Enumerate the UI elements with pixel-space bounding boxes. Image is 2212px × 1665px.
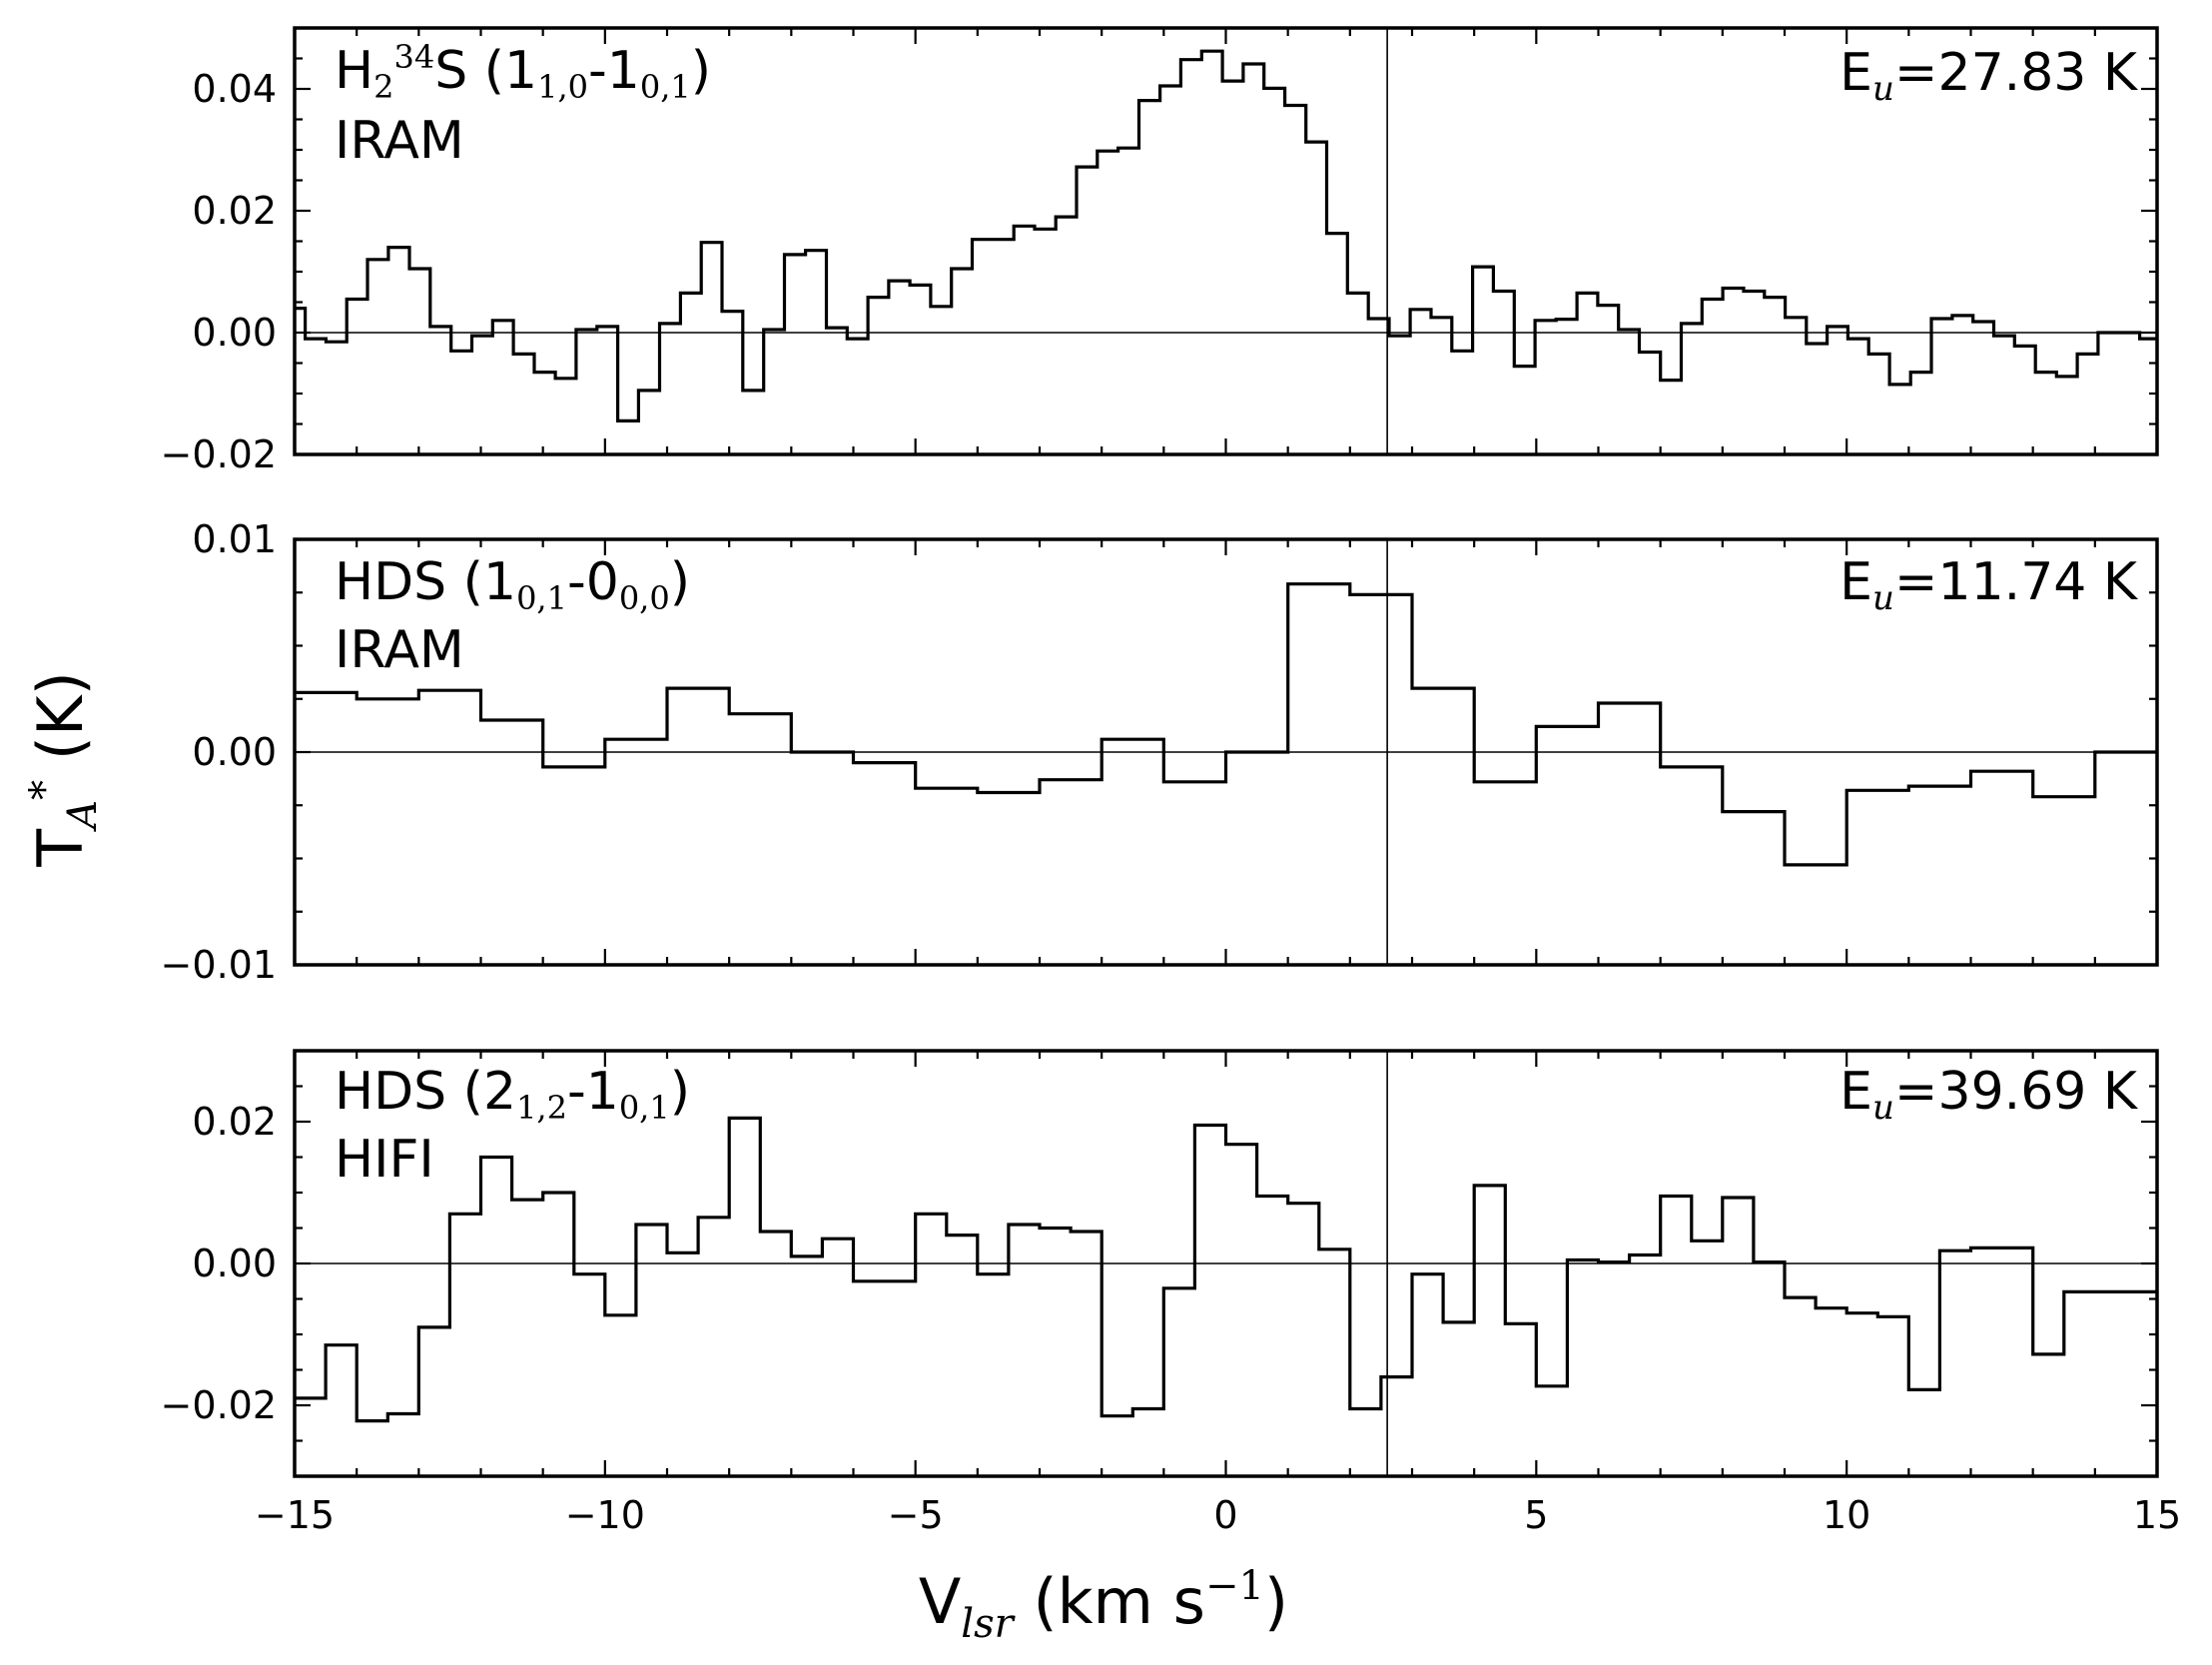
x-tick-label: 10 <box>1823 1493 1870 1537</box>
panel-3-telescope: HIFI <box>335 1130 434 1190</box>
x-tick-label: −15 <box>255 1493 335 1537</box>
x-tick-label: 0 <box>1213 1493 1237 1537</box>
panel-1-line-label: H234S (11,0-10,1) <box>335 38 711 106</box>
y-tick-label: −0.02 <box>161 1383 277 1427</box>
panel-3-marks: −0.02 0.00 0.02 −15 −10 −5 0 5 10 15 <box>161 1049 2181 1537</box>
y-tick-label: 0.00 <box>192 1242 277 1285</box>
panel-3-upper-energy: Eu=39.69 K <box>1840 1062 2139 1128</box>
spectrum-line <box>295 1116 2157 1423</box>
y-tick-label: 0.00 <box>192 730 277 774</box>
y-axis-title: TA* (K) <box>22 671 106 868</box>
y-tick-label: 0.04 <box>192 67 277 111</box>
y-tick-label: 0.01 <box>192 517 277 561</box>
panel-2-upper-energy: Eu=11.74 K <box>1840 552 2139 618</box>
x-tick-label: 5 <box>1524 1493 1548 1537</box>
panel-3-line-label: HDS (21,2-10,1) <box>335 1062 690 1127</box>
panel-h2-34s: −0.02 0.00 0.02 0.04 H234S (11,0-10,1) IRAM… <box>161 26 2159 476</box>
y-tick-label: −0.01 <box>161 943 277 987</box>
y-tick-label: 0.02 <box>192 189 277 233</box>
panel-2-telescope: IRAM <box>335 620 464 680</box>
panel-1-telescope: IRAM <box>335 111 464 171</box>
y-tick-label: −0.02 <box>161 432 277 476</box>
panel-hds-212-101: −0.02 0.00 0.02 −15 −10 −5 0 5 10 15 HDS (21,2-10… <box>161 1049 2181 1537</box>
y-tick-label: 0.00 <box>192 311 277 355</box>
x-tick-label: 15 <box>2133 1493 2181 1537</box>
y-tick-label: 0.02 <box>192 1100 277 1144</box>
spectrum-line <box>295 582 2157 867</box>
x-tick-label: −10 <box>565 1493 645 1537</box>
x-tick-label: −5 <box>888 1493 944 1537</box>
panel-hds-101-000: −0.01 0.00 0.01 HDS (10,1-00,0) IRAM Eu=11… <box>161 517 2159 987</box>
x-axis-title: Vlsr (km s−1) <box>919 1563 1288 1647</box>
panel-2-marks: −0.01 0.00 0.01 <box>161 517 2159 987</box>
panel-1-upper-energy: Eu=27.83 K <box>1840 43 2139 109</box>
panel-1-marks: −0.02 0.00 0.02 0.04 <box>161 26 2159 476</box>
spectrum-line <box>295 49 2157 422</box>
panel-2-line-label: HDS (10,1-00,0) <box>335 552 690 617</box>
